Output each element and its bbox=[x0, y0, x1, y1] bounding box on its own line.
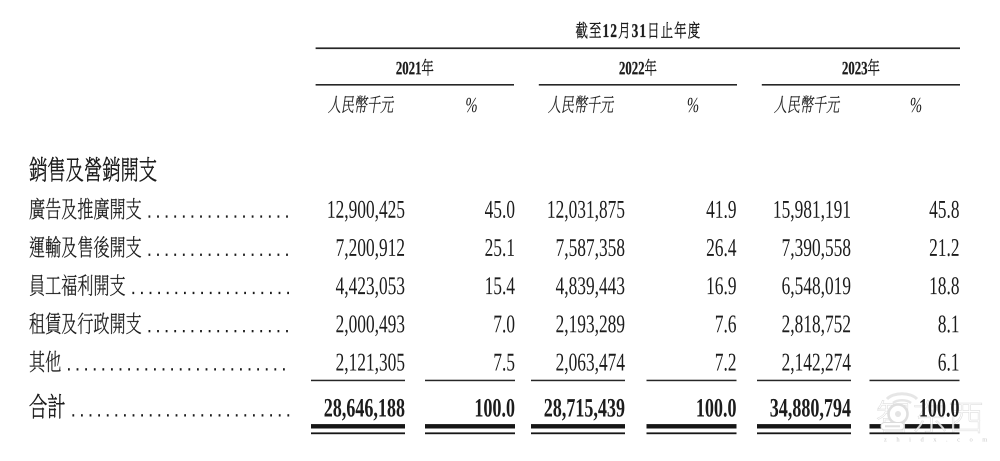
svg-text:zhidx.com: zhidx.com bbox=[884, 437, 997, 444]
